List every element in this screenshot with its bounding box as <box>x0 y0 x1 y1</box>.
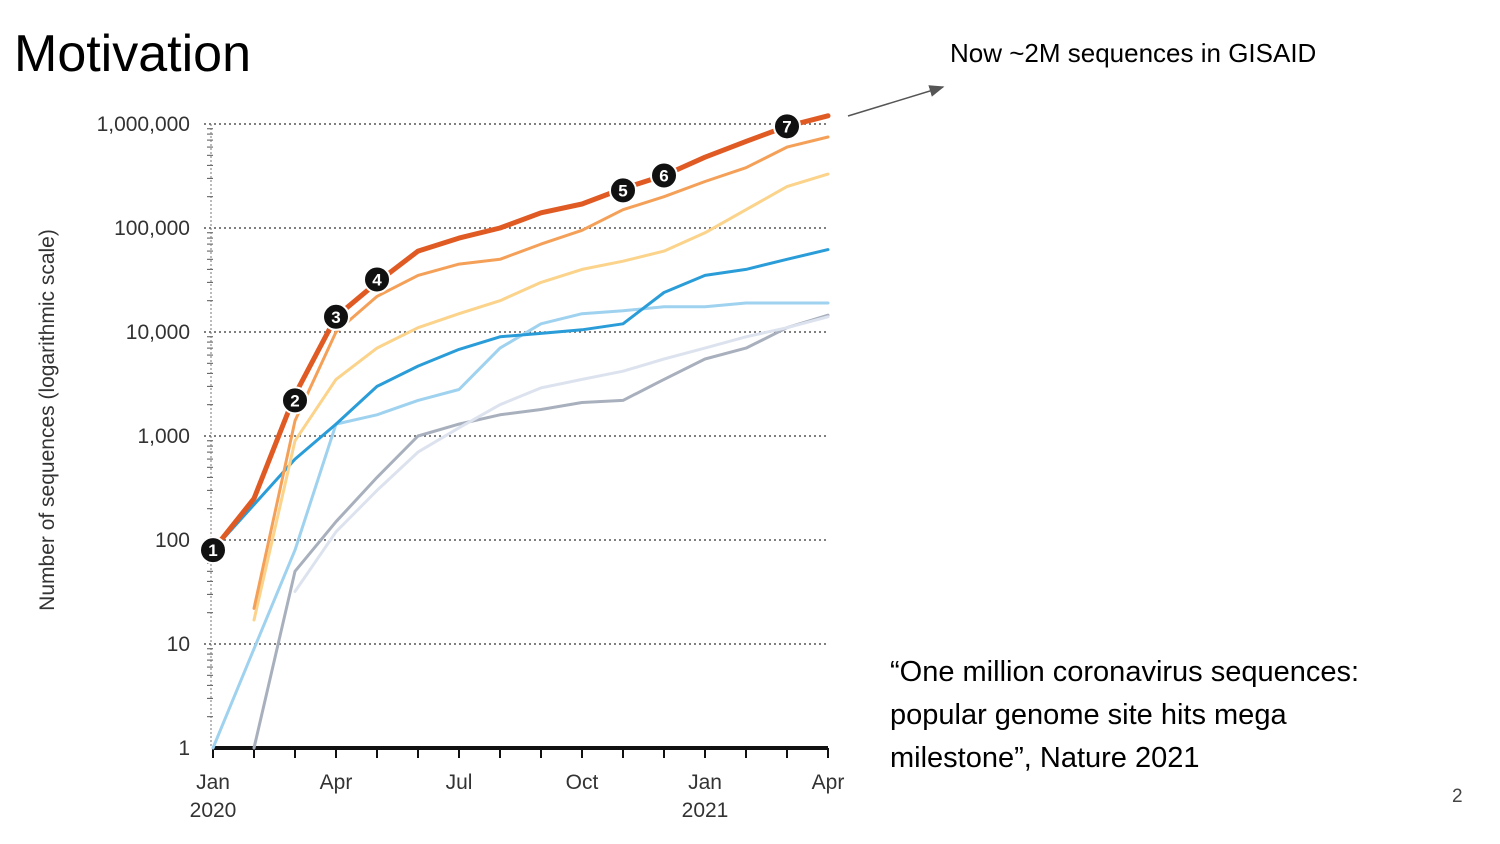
milestone-label: 5 <box>618 181 627 200</box>
y-tick-label: 100,000 <box>114 217 190 240</box>
series-line-7 <box>252 313 830 750</box>
y-axis-label: Number of sequences (logarithmic scale) <box>36 229 59 611</box>
y-tick-label: 1,000,000 <box>97 113 190 136</box>
gisaid-annotation: Now ~2M sequences in GISAID <box>950 38 1317 68</box>
x-tick-label: Jan <box>688 771 722 794</box>
x-tick-label: 2020 <box>190 799 237 822</box>
series-line-5 <box>211 301 830 750</box>
y-tick-label: 100 <box>155 529 190 552</box>
series-line-1 <box>210 113 831 553</box>
milestone-circle <box>363 265 391 294</box>
milestone-marker-6: 6 <box>650 161 678 190</box>
slide-title: Motivation <box>14 25 251 83</box>
milestone-label: 4 <box>372 270 382 289</box>
x-tick-label: Apr <box>812 771 845 794</box>
milestone-circle <box>650 161 678 190</box>
milestone-label: 3 <box>331 308 340 327</box>
series-line-2 <box>252 135 830 610</box>
annotation-arrow <box>847 85 945 117</box>
milestone-label: 7 <box>782 117 791 136</box>
milestone-label: 6 <box>659 166 668 185</box>
milestone-circle <box>322 302 350 331</box>
y-tick-label: 10 <box>167 633 190 656</box>
milestone-label: 2 <box>290 391 299 410</box>
milestone-marker-7: 7 <box>773 112 801 141</box>
x-tick-label: Jul <box>446 771 473 794</box>
series-line-6 <box>293 315 830 593</box>
page-number: 2 <box>1452 786 1463 807</box>
milestone-circle <box>773 112 801 141</box>
x-tick-label: Apr <box>320 771 353 794</box>
milestone-label: 1 <box>208 541 217 560</box>
milestone-marker-4: 4 <box>363 265 391 294</box>
y-tick-label: 1 <box>178 737 190 760</box>
milestone-marker-2: 2 <box>281 386 309 415</box>
milestone-marker-3: 3 <box>322 302 350 331</box>
series-line-3 <box>252 172 830 622</box>
x-tick-label: Oct <box>566 771 599 794</box>
y-tick-label: 1,000 <box>137 425 190 448</box>
milestone-circle <box>199 536 227 565</box>
y-tick-label: 10,000 <box>126 321 190 344</box>
milestone-marker-1: 1 <box>199 536 227 565</box>
milestone-circle <box>281 386 309 415</box>
nature-quote: “One million coronavirus sequences: popu… <box>890 656 1360 774</box>
x-tick-label: Jan <box>196 771 230 794</box>
milestone-marker-5: 5 <box>609 176 637 205</box>
milestone-circle <box>609 176 637 205</box>
x-tick-label: 2021 <box>682 799 729 822</box>
series-line-4 <box>211 248 830 552</box>
